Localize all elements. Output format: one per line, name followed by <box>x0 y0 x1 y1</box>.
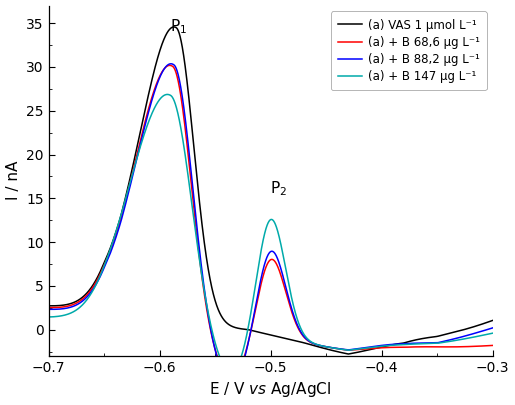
(a) VAS 1 μmol L⁻¹ <box>235 326 242 331</box>
(a) + B 88,2 μg L⁻¹ <box>228 379 234 384</box>
(a) VAS 1 μmol L⁻¹ <box>481 321 487 326</box>
(a) + B 68,6 μg L⁻¹ <box>433 344 439 349</box>
(a) VAS 1 μmol L⁻¹ <box>433 334 439 339</box>
(a) + B 147 μg L⁻¹ <box>228 369 234 374</box>
(a) + B 68,6 μg L⁻¹ <box>167 63 173 68</box>
(a) + B 147 μg L⁻¹ <box>45 315 52 320</box>
(a) + B 68,6 μg L⁻¹ <box>45 305 52 310</box>
(a) + B 88,2 μg L⁻¹ <box>481 328 487 333</box>
(a) + B 88,2 μg L⁻¹ <box>235 373 242 377</box>
Text: P$_2$: P$_2$ <box>270 179 287 198</box>
(a) + B 147 μg L⁻¹ <box>164 92 170 97</box>
(a) + B 88,2 μg L⁻¹ <box>168 61 174 66</box>
(a) + B 147 μg L⁻¹ <box>96 275 102 280</box>
(a) + B 88,2 μg L⁻¹ <box>96 276 102 281</box>
(a) + B 147 μg L⁻¹ <box>123 196 129 201</box>
(a) VAS 1 μmol L⁻¹ <box>123 195 129 200</box>
(a) + B 68,6 μg L⁻¹ <box>490 343 496 348</box>
(a) + B 88,2 μg L⁻¹ <box>216 361 222 366</box>
(a) + B 68,6 μg L⁻¹ <box>123 198 129 203</box>
Y-axis label: I / nA: I / nA <box>6 161 21 200</box>
(a) VAS 1 μmol L⁻¹ <box>345 352 351 356</box>
(a) VAS 1 μmol L⁻¹ <box>490 318 496 323</box>
Line: (a) VAS 1 μmol L⁻¹: (a) VAS 1 μmol L⁻¹ <box>48 27 493 354</box>
(a) + B 147 μg L⁻¹ <box>433 341 439 346</box>
(a) + B 68,6 μg L⁻¹ <box>96 273 102 278</box>
(a) + B 68,6 μg L⁻¹ <box>481 343 487 348</box>
Text: P$_1$: P$_1$ <box>170 17 187 36</box>
(a) + B 147 μg L⁻¹ <box>490 331 496 336</box>
(a) + B 88,2 μg L⁻¹ <box>45 307 52 312</box>
(a) + B 68,6 μg L⁻¹ <box>216 359 222 364</box>
(a) VAS 1 μmol L⁻¹ <box>45 303 52 308</box>
Line: (a) + B 88,2 μg L⁻¹: (a) + B 88,2 μg L⁻¹ <box>48 64 493 382</box>
(a) VAS 1 μmol L⁻¹ <box>96 271 102 276</box>
(a) + B 88,2 μg L⁻¹ <box>123 202 129 207</box>
(a) VAS 1 μmol L⁻¹ <box>171 25 177 30</box>
(a) + B 88,2 μg L⁻¹ <box>490 326 496 330</box>
(a) + B 147 μg L⁻¹ <box>235 361 242 366</box>
(a) + B 68,6 μg L⁻¹ <box>235 369 242 374</box>
Legend: (a) VAS 1 μmol L⁻¹, (a) + B 68,6 μg L⁻¹, (a) + B 88,2 μg L⁻¹, (a) + B 147 μg L⁻¹: (a) VAS 1 μmol L⁻¹, (a) + B 68,6 μg L⁻¹,… <box>331 11 487 90</box>
Line: (a) + B 68,6 μg L⁻¹: (a) + B 68,6 μg L⁻¹ <box>48 65 493 378</box>
X-axis label: E / V $vs$ Ag/AgCl: E / V $vs$ Ag/AgCl <box>210 380 332 399</box>
(a) + B 147 μg L⁻¹ <box>481 333 487 337</box>
(a) + B 147 μg L⁻¹ <box>216 352 222 357</box>
Line: (a) + B 147 μg L⁻¹: (a) + B 147 μg L⁻¹ <box>48 94 493 372</box>
(a) + B 88,2 μg L⁻¹ <box>433 341 439 345</box>
(a) VAS 1 μmol L⁻¹ <box>216 309 222 314</box>
(a) + B 68,6 μg L⁻¹ <box>228 375 234 380</box>
